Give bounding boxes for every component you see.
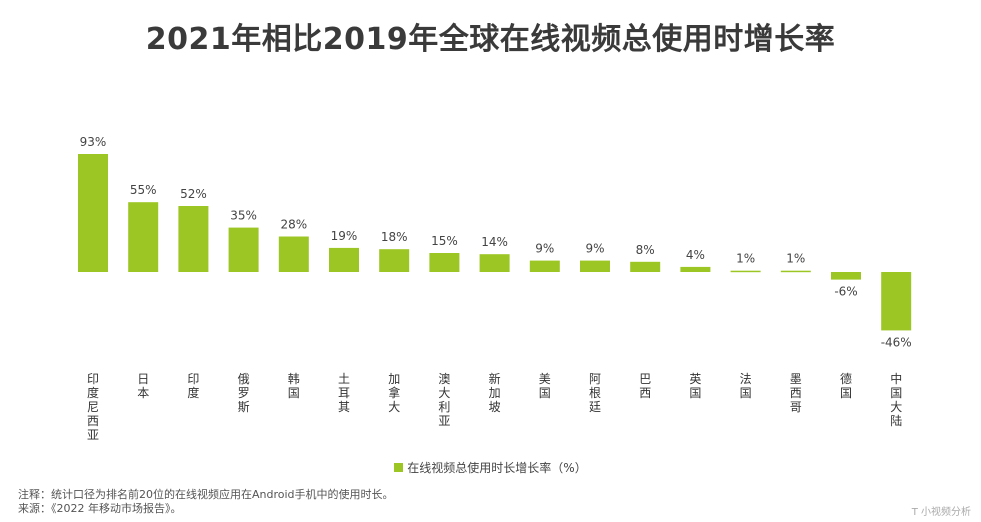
category-label-1: 印度尼西亚: [87, 372, 99, 442]
source-note: 注释：统计口径为排名前20位的在线视频应用在Android手机中的使用时长。 来…: [18, 488, 394, 516]
category-label-3: 印度: [187, 372, 199, 400]
bar-5: [278, 236, 309, 272]
value-label-14: 1%: [736, 252, 755, 266]
category-label-17: 中国大陆: [890, 371, 902, 428]
value-label-13: 4%: [686, 248, 705, 262]
bar-4: [228, 227, 259, 272]
bar-7: [379, 249, 410, 272]
value-label-1: 93%: [80, 135, 107, 149]
bar-1: [78, 154, 108, 272]
value-label-16: -6%: [834, 285, 857, 299]
value-label-3: 52%: [180, 187, 207, 201]
bar-10: [529, 260, 560, 272]
value-label-12: 8%: [636, 243, 655, 257]
value-label-17: -46%: [881, 335, 912, 349]
category-label-16: 德国: [840, 371, 852, 400]
value-label-2: 55%: [130, 183, 157, 197]
bar-6: [329, 247, 359, 272]
chart-title: 2021年相比2019年全球在线视频总使用时增长率: [145, 22, 836, 57]
bar-9: [479, 254, 510, 272]
watermark: T 小视频分析: [911, 507, 971, 518]
value-label-4: 35%: [230, 209, 257, 223]
value-label-9: 14%: [481, 235, 508, 249]
bar-14: [730, 270, 761, 273]
category-label-13: 英国: [689, 372, 701, 400]
category-label-5: 韩国: [288, 371, 300, 400]
category-label-15: 墨西哥: [790, 372, 802, 414]
bar-16: [831, 272, 861, 280]
category-label-10: 美国: [539, 372, 551, 400]
category-label-6: 土耳其: [338, 372, 350, 414]
note-line-1: 注释：统计口径为排名前20位的在线视频应用在Android手机中的使用时长。: [18, 488, 394, 501]
value-label-10: 9%: [535, 242, 554, 256]
bar-3: [178, 206, 209, 272]
category-label-4: 俄罗斯: [238, 372, 250, 414]
category-label-8: 澳大利亚: [438, 372, 450, 428]
legend-swatch: [394, 463, 404, 472]
value-label-8: 15%: [431, 234, 458, 248]
bar-17: [881, 272, 912, 331]
value-label-15: 1%: [786, 252, 805, 266]
category-label-7: 加拿大: [388, 372, 400, 414]
legend: 在线视频总使用时长增长率（%）: [0, 459, 981, 476]
bar-11: [580, 260, 610, 272]
category-label-9: 新加坡: [489, 371, 501, 414]
value-label-11: 9%: [585, 242, 604, 256]
category-label-2: 日本: [137, 372, 149, 400]
bar-8: [429, 253, 460, 272]
legend-label: 在线视频总使用时长增长率（%）: [407, 461, 587, 475]
category-label-14: 法国: [740, 372, 752, 400]
value-label-5: 28%: [280, 218, 307, 232]
bar-13: [680, 266, 711, 272]
category-label-12: 巴西: [639, 372, 651, 400]
bar-2: [128, 202, 159, 272]
value-label-6: 19%: [331, 229, 358, 243]
category-label-11: 阿根廷: [589, 372, 601, 414]
value-label-7: 18%: [381, 230, 408, 244]
bar-15: [780, 270, 811, 273]
note-line-2: 来源：《2022 年移动市场报告》。: [18, 502, 182, 515]
bar-12: [630, 261, 661, 272]
